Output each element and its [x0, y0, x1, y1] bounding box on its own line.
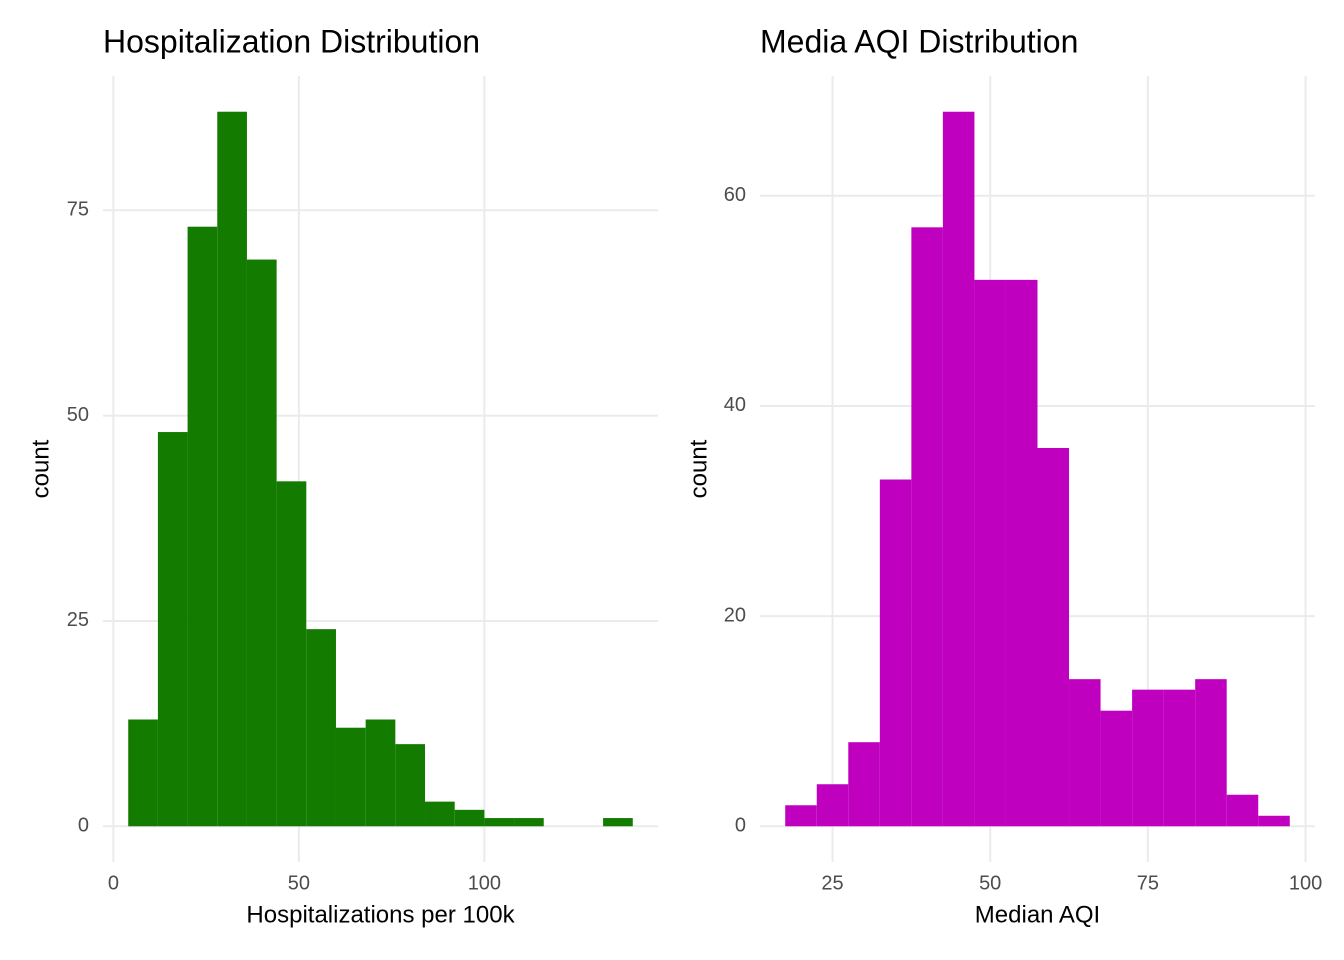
chart-title: Media AQI Distribution — [760, 23, 1078, 59]
histogram-bar — [1195, 679, 1227, 827]
histogram-bar — [187, 226, 218, 827]
histogram-bar — [335, 727, 366, 827]
histogram-bar — [276, 481, 307, 827]
histogram-bar — [128, 719, 158, 827]
histogram-bar — [246, 259, 277, 827]
y-tick-label: 0 — [78, 815, 89, 837]
x-tick-label: 75 — [1137, 872, 1159, 894]
histogram-bar — [1132, 689, 1164, 827]
x-tick-label: 100 — [468, 872, 501, 894]
histogram-bar — [157, 432, 188, 827]
x-tick-label: 25 — [821, 872, 843, 894]
histogram-bar — [365, 719, 396, 827]
x-tick-label: 100 — [1289, 872, 1322, 894]
y-tick-label: 0 — [735, 815, 746, 837]
histogram-bar — [425, 801, 455, 827]
y-axis-title: count — [27, 439, 54, 498]
histogram-bar — [1100, 710, 1133, 827]
histogram-bar — [217, 111, 247, 827]
y-tick-label: 40 — [724, 394, 746, 416]
y-tick-label: 60 — [724, 184, 746, 206]
histogram-bar — [816, 784, 849, 827]
y-tick-label: 75 — [67, 199, 89, 221]
histogram-bar — [1163, 689, 1196, 827]
histogram-bar — [603, 818, 633, 827]
x-axis-title: Hospitalizations per 100k — [246, 901, 515, 928]
x-tick-label: 50 — [288, 872, 310, 894]
histogram-bar — [306, 629, 336, 827]
histogram-bar — [848, 742, 880, 827]
x-axis-title: Median AQI — [975, 901, 1100, 928]
histogram-bar — [514, 818, 544, 827]
x-tick-label: 50 — [979, 872, 1001, 894]
histogram-bar — [1226, 794, 1259, 827]
histogram-bar — [1005, 279, 1038, 827]
histogram-bar — [1069, 679, 1101, 827]
histogram-bar — [942, 111, 975, 827]
histogram-bar — [1037, 447, 1070, 827]
chart-title: Hospitalization Distribution — [103, 23, 480, 59]
histogram-bar — [1258, 815, 1290, 827]
y-axis-title: count — [685, 439, 712, 498]
histogram-bar — [879, 479, 912, 827]
histogram-bar — [785, 805, 817, 827]
histogram-bar — [484, 818, 515, 827]
y-tick-label: 50 — [67, 404, 89, 426]
histogram-bar — [454, 809, 485, 827]
histogram-bar — [911, 227, 943, 827]
x-tick-label: 0 — [108, 872, 119, 894]
histogram-bar — [974, 279, 1006, 827]
histogram-bar — [395, 744, 426, 827]
y-tick-label: 25 — [67, 609, 89, 631]
y-tick-label: 20 — [724, 604, 746, 626]
